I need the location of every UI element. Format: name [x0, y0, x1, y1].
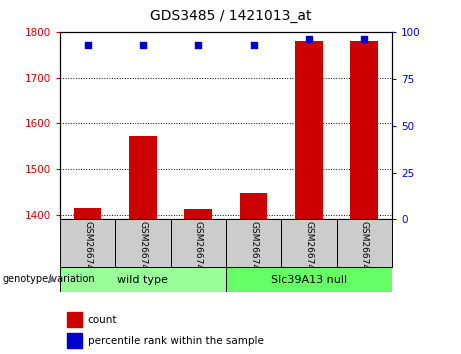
Text: GSM266742: GSM266742 — [194, 221, 203, 275]
Bar — [295, 41, 323, 219]
Bar — [129, 136, 157, 219]
Text: Slc39A13 null: Slc39A13 null — [271, 275, 347, 285]
Point — [250, 42, 257, 48]
FancyBboxPatch shape — [60, 219, 115, 267]
Point — [139, 42, 147, 48]
Bar — [350, 41, 378, 219]
Bar — [184, 209, 212, 219]
Text: GSM266746: GSM266746 — [360, 221, 369, 276]
Text: GSM266745: GSM266745 — [304, 221, 313, 276]
Bar — [74, 208, 101, 219]
FancyBboxPatch shape — [60, 267, 226, 292]
Bar — [67, 333, 82, 348]
Text: GSM266741: GSM266741 — [138, 221, 148, 276]
Text: percentile rank within the sample: percentile rank within the sample — [88, 336, 264, 346]
FancyBboxPatch shape — [226, 219, 281, 267]
Text: GDS3485 / 1421013_at: GDS3485 / 1421013_at — [150, 9, 311, 23]
FancyBboxPatch shape — [115, 219, 171, 267]
FancyBboxPatch shape — [171, 219, 226, 267]
Text: GSM266743: GSM266743 — [249, 221, 258, 276]
FancyBboxPatch shape — [337, 219, 392, 267]
FancyBboxPatch shape — [226, 267, 392, 292]
Text: count: count — [88, 315, 117, 325]
Text: ▶: ▶ — [49, 274, 56, 284]
FancyBboxPatch shape — [281, 219, 337, 267]
Bar — [67, 312, 82, 327]
Bar — [240, 193, 267, 219]
Point — [84, 42, 91, 48]
Text: wild type: wild type — [118, 275, 168, 285]
Text: GSM266740: GSM266740 — [83, 221, 92, 276]
Point — [195, 42, 202, 48]
Point — [361, 36, 368, 42]
Point — [305, 36, 313, 42]
Text: genotype/variation: genotype/variation — [2, 274, 95, 284]
